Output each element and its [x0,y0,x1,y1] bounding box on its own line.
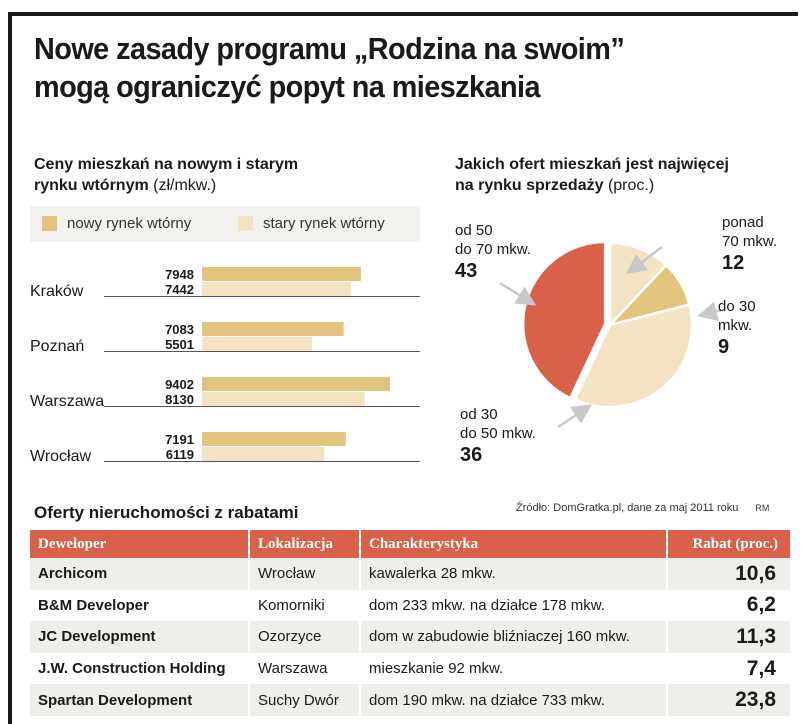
cell-developer: JC Development [30,621,250,653]
value-label-new-1: 7083 [165,322,194,337]
pie-chart-title-line1: Jakich ofert mieszkań jest najwięcej [455,156,729,173]
cell-location: Warszawa [249,652,361,685]
bar-old-3 [202,447,325,461]
source-text: Źródło: DomGratka.pl, dane za maj 2011 r… [516,502,739,514]
bar-new-3 [202,432,346,446]
table-title: Oferty nieruchomości z rabatami [34,503,299,522]
pie-label-line2-3: do 70 mkw. [455,241,531,258]
legend-swatch-old [238,216,253,231]
cell-description: dom 233 mkw. na działce 178 mkw. [360,589,668,622]
table-row: Spartan Development Suchy Dwór dom 190 m… [30,684,790,716]
bar-new-2 [202,377,391,391]
bar-new-0 [202,267,361,281]
bar-chart-title-line2: rynku wtórnym [34,177,149,194]
cell-developer: J.W. Construction Holding [30,652,250,685]
category-label-0: Kraków [30,283,84,300]
bar-chart-unit: (zł/mkw.) [153,177,217,194]
legend-label-old: stary rynek wtórny [263,215,385,232]
bar-new-1 [202,322,344,336]
cell-discount: 23,8 [667,684,790,716]
cell-discount: 11,3 [667,621,790,653]
category-label-1: Poznań [30,338,84,355]
table-row: JC Development Ozorzyce dom w zabudowie … [30,621,790,653]
header-developer: Deweloper [30,530,250,558]
cell-developer: B&M Developer [30,589,250,622]
author-signature: RM [755,503,770,513]
cell-description: kawalerka 28 mkw. [360,558,668,590]
pie-pointer-0 [626,246,663,274]
cell-location: Komorniki [249,589,361,622]
bar-chart-title-line1: Ceny mieszkań na nowym i starym [34,156,299,173]
pie-label-line1-0: ponad [722,214,764,231]
value-label-old-2: 8130 [165,392,194,407]
pie-label-line2-1: mkw. [718,317,752,334]
pie-pointer-1 [697,301,723,322]
title-line-2: mogą ograniczyć popyt na mieszkania [34,69,541,104]
value-label-old-1: 5501 [165,337,194,352]
pie-pointer-3 [499,281,537,306]
bar-chart-title: Ceny mieszkań na nowym i starym rynku wt… [34,154,298,196]
value-label-old-3: 6119 [166,447,194,462]
bar-chart-legend: nowy rynek wtórny stary rynek wtórny [30,206,420,242]
pie-chart: ponad 70 mkw. 12 do 30 mkw. 9 od 30 do 50 mkw. 3… [455,214,777,466]
value-label-old-0: 7442 [165,282,194,297]
legend-swatch-new [42,216,57,231]
pie-value-0: 12 [722,252,744,274]
cell-developer: Archicom [30,558,250,590]
header-description: Charakterystyka [360,530,668,558]
category-label-3: Wrocław [30,448,91,465]
value-label-new-0: 7948 [165,267,194,282]
pie-value-1: 9 [718,336,729,358]
cell-description: dom 190 mkw. na działce 733 mkw. [360,684,668,716]
pie-slice-2 [573,303,694,409]
pie-label-line1-3: od 50 [455,222,493,239]
cell-location: Wrocław [249,558,361,590]
value-label-new-3: 7191 [165,432,194,447]
pie-label-line2-0: 70 mkw. [722,233,777,250]
pie-chart-title: Jakich ofert mieszkań jest najwięcej na … [455,154,729,196]
cell-discount: 7,4 [667,652,790,685]
value-label-new-2: 9402 [165,377,194,392]
pie-chart-unit: (proc.) [607,177,655,194]
offers-table: Deweloper Lokalizacja Charakterystyka Ra… [30,530,790,716]
cell-discount: 10,6 [667,558,790,590]
source-note: Źródło: DomGratka.pl, dane za maj 2011 r… [516,502,769,514]
table-row: Archicom Wrocław kawalerka 28 mkw. 10,6 [30,558,790,590]
cell-description: dom w zabudowie bliźniaczej 160 mkw. [360,621,668,653]
cell-location: Ozorzyce [249,621,361,653]
pie-value-3: 43 [455,260,477,282]
bar-old-2 [202,392,365,406]
cell-developer: Spartan Development [30,684,250,716]
category-label-2: Warszawa [30,393,104,410]
table-row: J.W. Construction Holding Warszawa miesz… [30,652,790,685]
legend-label-new: nowy rynek wtórny [67,215,192,232]
cell-description: mieszkanie 92 mkw. [360,652,668,685]
pie-chart-title-line2: na rynku sprzedaży [455,177,604,194]
cell-discount: 6,2 [667,589,790,622]
header-location: Lokalizacja [249,530,361,558]
bar-old-1 [202,337,313,351]
legend-item-new: nowy rynek wtórny [42,215,191,232]
pie-label-line1-2: od 30 [460,406,498,423]
legend-item-old: stary rynek wtórny [238,215,385,232]
table-row: B&M Developer Komorniki dom 233 mkw. na … [30,589,790,622]
header-discount: Rabat (proc.) [667,530,790,558]
cell-location: Suchy Dwór [249,684,361,716]
table-header-row: Deweloper Lokalizacja Charakterystyka Ra… [30,530,790,558]
pie-slice-3 [521,240,607,400]
pie-label-line2-2: do 50 mkw. [460,425,536,442]
frame-top-rule [8,12,798,16]
pie-pointer-2 [557,404,593,429]
frame-left-rule [8,12,12,724]
page-title: Nowe zasady programu „Rodzina na swoim” … [34,30,722,106]
pie-value-2: 36 [460,444,482,466]
pie-label-line1-1: do 30 [718,298,756,315]
bar-old-0 [202,282,351,296]
title-line-1: Nowe zasady programu „Rodzina na swoim” [34,31,625,66]
